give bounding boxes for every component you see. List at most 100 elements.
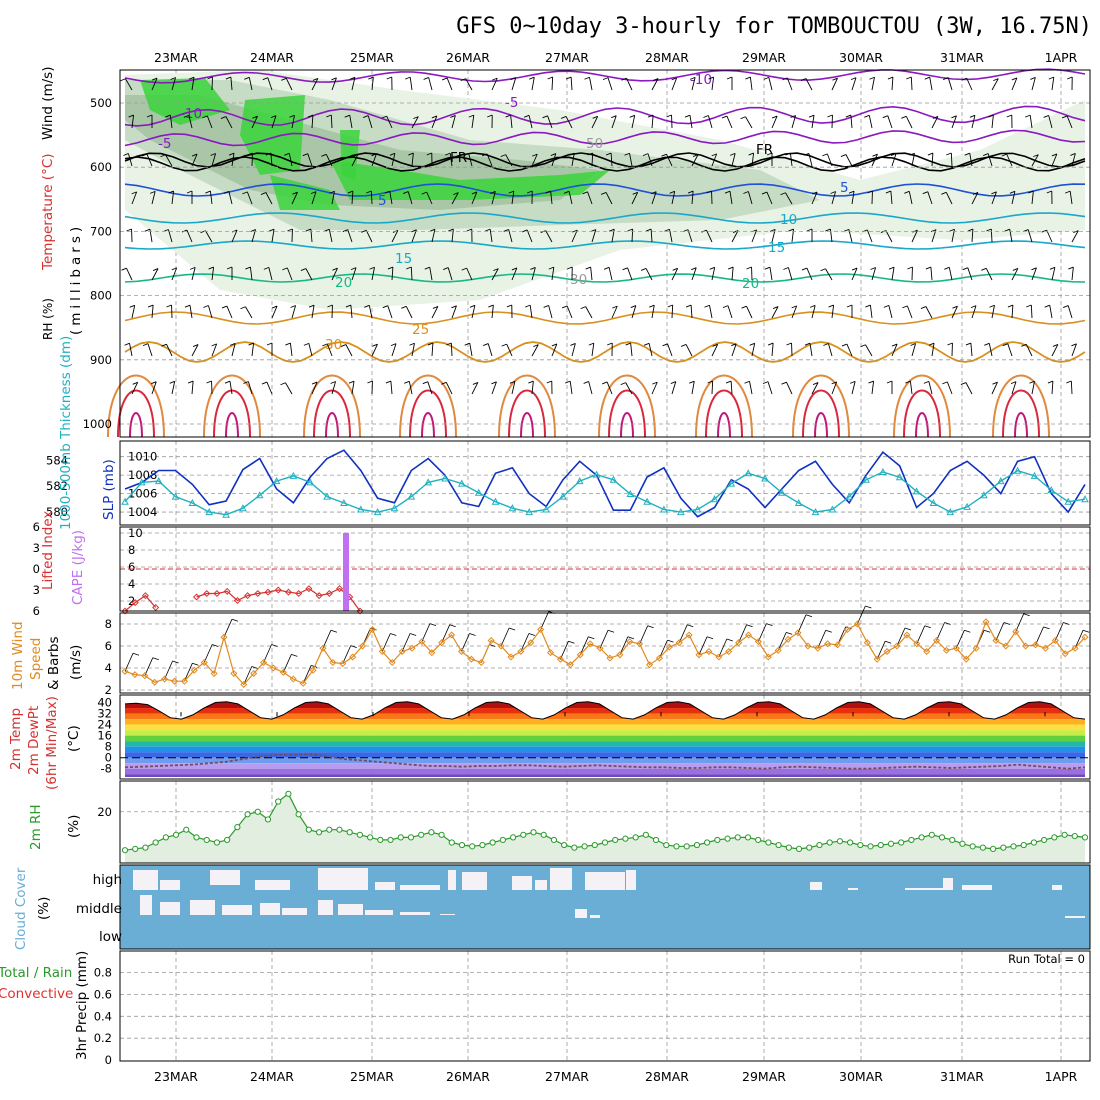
wind-barb xyxy=(605,192,613,205)
wind-barb-flag xyxy=(270,115,277,119)
wind-barb-flag xyxy=(469,304,476,308)
isotherm-line xyxy=(124,212,1086,224)
wind-barb xyxy=(349,115,353,129)
wind-barb xyxy=(171,267,178,281)
wind-barb xyxy=(466,267,473,281)
wind-barb-flag xyxy=(300,268,307,271)
lifted-tick-label: 0 xyxy=(33,562,40,576)
surface-wind-barb-flag xyxy=(607,629,615,633)
wind-barb xyxy=(711,153,718,167)
rh-marker xyxy=(356,831,363,838)
wind-barb xyxy=(431,343,434,357)
wind-barb-flag xyxy=(582,191,588,195)
surface-wind-barb xyxy=(421,623,431,642)
wind-barb-flag xyxy=(228,152,235,156)
wind-barb-flag xyxy=(141,153,148,157)
surface-wind-barb xyxy=(659,639,668,659)
wind-barb-flag xyxy=(311,381,318,385)
wind-speed-marker xyxy=(487,636,495,645)
wind-barb xyxy=(1070,380,1073,395)
wind-barb xyxy=(749,77,753,91)
wind-barb xyxy=(491,191,496,205)
wind-barb-flag xyxy=(942,381,948,385)
wind-barb xyxy=(166,344,173,357)
wind-barb xyxy=(711,380,714,395)
wind-barb xyxy=(1031,267,1037,281)
temp-band xyxy=(125,724,1085,731)
wind-barb xyxy=(471,191,478,205)
isotherm-loop-45 xyxy=(225,412,239,438)
wind-barb-flag xyxy=(801,267,808,271)
wind-barb xyxy=(307,153,313,167)
wind-barb-flag xyxy=(1006,114,1012,118)
wind-speed-marker xyxy=(279,668,287,676)
wind-barb xyxy=(311,305,315,319)
wind-barb-flag xyxy=(783,267,789,270)
surface-wind-barb-flag xyxy=(429,623,437,626)
wind-barb-flag xyxy=(120,78,126,82)
surface-wind-barb-flag xyxy=(132,652,140,656)
wind-barb-flag xyxy=(169,380,175,384)
wind-speed-marker xyxy=(794,629,802,637)
wind-barb xyxy=(971,305,977,319)
wind-barb xyxy=(229,381,233,395)
surface-wind-barb xyxy=(184,663,193,682)
wind-barb-flag xyxy=(366,190,372,194)
wind-barb-flag xyxy=(223,190,230,194)
wind-barb-flag xyxy=(580,306,586,310)
surface-wind-barb-flag xyxy=(667,639,674,643)
thickness-marker xyxy=(289,471,298,479)
wind-barb xyxy=(791,305,798,319)
surface-wind-barb-flag xyxy=(469,633,476,636)
wind-barb xyxy=(211,267,215,281)
wind-barb-flag xyxy=(820,268,826,272)
wind-barb-flag xyxy=(490,191,496,194)
wind-barb-flag xyxy=(265,152,272,156)
wind-barb xyxy=(651,191,657,205)
wind-barb xyxy=(931,343,935,357)
wind-barb xyxy=(511,381,516,395)
wind-barb xyxy=(191,267,196,281)
wind-barb xyxy=(850,115,853,129)
wind-barb xyxy=(331,191,335,205)
precip-tick-label: 0.2 xyxy=(94,1031,112,1045)
lifted-index-marker xyxy=(315,592,323,600)
wind-barb xyxy=(131,305,136,319)
wind-speed-marker xyxy=(269,664,277,672)
wind-barb xyxy=(891,343,898,357)
wind-barb xyxy=(451,305,457,319)
wind-barb xyxy=(851,77,857,91)
wind-barb-flag xyxy=(1043,115,1049,118)
wind-barb-flag xyxy=(600,191,607,195)
rh-marker xyxy=(673,843,680,850)
wind-barb-flag xyxy=(361,229,367,233)
wind-barb-flag xyxy=(126,228,132,232)
wind-barb-flag xyxy=(972,191,979,195)
thickness-marker xyxy=(255,491,264,499)
clear-sky-block xyxy=(1065,916,1085,918)
wind-barb-flag xyxy=(429,228,436,232)
wind-barb xyxy=(186,229,193,243)
wind-barb-flag xyxy=(992,381,998,385)
rh-marker xyxy=(275,798,282,805)
wind-barb xyxy=(871,77,875,91)
wind-barb xyxy=(911,153,915,167)
wind-barb xyxy=(911,230,918,243)
wind-speed-marker xyxy=(646,661,654,669)
precip-convective-label: Convective xyxy=(0,986,73,1002)
surface-wind-barb-flag xyxy=(291,654,298,657)
contour-label: 15 xyxy=(395,251,412,267)
cape-tick-label: 8 xyxy=(128,543,135,557)
wind-speed-marker xyxy=(962,655,970,663)
temp-band xyxy=(125,768,1085,775)
surface-wind-barb-flag xyxy=(984,629,991,633)
wind-barb xyxy=(771,115,778,129)
wind-barb xyxy=(551,76,554,91)
wind-barb-flag xyxy=(187,380,194,384)
wind-barb-flag xyxy=(947,342,953,346)
clear-sky-block xyxy=(810,882,822,890)
wind-barb-flag xyxy=(128,114,134,118)
wind-barb xyxy=(391,267,394,281)
wind-barb xyxy=(971,229,974,243)
